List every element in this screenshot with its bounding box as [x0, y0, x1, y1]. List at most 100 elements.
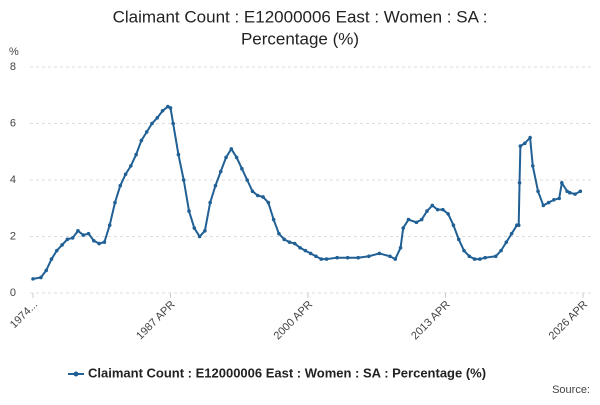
- point: [401, 226, 405, 230]
- point: [557, 196, 562, 201]
- point: [181, 178, 186, 182]
- series-line: [32, 105, 581, 280]
- point: [144, 130, 149, 134]
- point: [456, 237, 461, 242]
- point: [49, 257, 54, 261]
- point: [139, 138, 144, 143]
- point: [493, 254, 498, 259]
- y-axis-label: %: [9, 46, 19, 58]
- y-tick-label: 6: [10, 117, 16, 129]
- legend-swatch: [73, 371, 79, 377]
- point: [171, 121, 175, 126]
- point: [150, 121, 154, 126]
- point: [60, 243, 64, 247]
- point: [319, 257, 324, 261]
- point: [118, 183, 123, 188]
- point: [44, 268, 49, 273]
- point: [208, 200, 212, 205]
- point: [419, 217, 424, 222]
- point: [478, 257, 482, 261]
- point: [282, 237, 287, 242]
- point: [308, 251, 313, 256]
- point: [287, 240, 292, 244]
- point: [240, 166, 244, 171]
- point: [573, 192, 577, 196]
- point: [166, 104, 170, 109]
- point: [324, 257, 329, 261]
- point: [499, 248, 503, 253]
- point: [86, 231, 91, 236]
- point: [406, 217, 411, 222]
- point: [245, 178, 249, 182]
- point: [377, 251, 382, 256]
- point: [277, 231, 281, 236]
- point: [530, 164, 535, 168]
- point: [541, 203, 546, 208]
- point: [76, 229, 80, 233]
- legend-label: Claimant Count : E12000006 East : Women …: [88, 365, 486, 380]
- point: [39, 275, 43, 280]
- point: [398, 246, 403, 250]
- point: [160, 108, 165, 113]
- point: [97, 241, 101, 246]
- point: [107, 223, 112, 227]
- point: [462, 248, 466, 253]
- point: [518, 144, 523, 148]
- point: [213, 183, 218, 188]
- point: [314, 254, 318, 259]
- point: [552, 197, 556, 202]
- point: [187, 209, 191, 213]
- point: [335, 255, 339, 260]
- point: [393, 257, 398, 261]
- point: [203, 229, 207, 233]
- point: [224, 155, 228, 160]
- point: [528, 135, 532, 140]
- y-tick-label: 4: [10, 174, 16, 186]
- point: [168, 106, 173, 110]
- point: [229, 147, 234, 151]
- point: [560, 181, 564, 185]
- point: [504, 240, 509, 244]
- point: [356, 255, 361, 260]
- point: [129, 164, 133, 168]
- x-tick-label: 2013 APR: [409, 299, 453, 343]
- point: [516, 223, 521, 227]
- point: [523, 141, 527, 146]
- point: [425, 209, 429, 213]
- point: [435, 207, 440, 212]
- point: [123, 172, 128, 177]
- point: [102, 240, 107, 244]
- chart-title: Claimant Count : E12000006 East : Women …: [113, 7, 488, 26]
- point: [54, 248, 59, 253]
- point: [271, 217, 276, 222]
- point: [565, 189, 569, 194]
- point: [261, 195, 265, 199]
- point: [536, 189, 540, 194]
- point: [266, 200, 271, 205]
- point: [483, 255, 487, 260]
- point: [578, 189, 583, 194]
- point: [113, 200, 117, 205]
- point: [509, 231, 514, 236]
- point: [192, 226, 197, 230]
- point: [517, 181, 522, 185]
- point: [388, 254, 392, 259]
- point: [345, 255, 350, 260]
- point: [414, 220, 419, 225]
- point: [197, 234, 202, 239]
- point: [546, 200, 551, 205]
- point: [155, 116, 160, 120]
- point: [234, 155, 239, 160]
- point: [441, 207, 445, 212]
- point: [218, 169, 223, 174]
- chart-title: Percentage (%): [241, 29, 359, 48]
- point: [134, 152, 138, 157]
- point: [567, 190, 572, 195]
- point: [31, 277, 35, 281]
- point: [250, 189, 255, 194]
- point: [65, 237, 70, 242]
- point: [255, 193, 260, 198]
- x-tick-label: 2026 APR: [547, 299, 591, 343]
- point: [92, 238, 96, 243]
